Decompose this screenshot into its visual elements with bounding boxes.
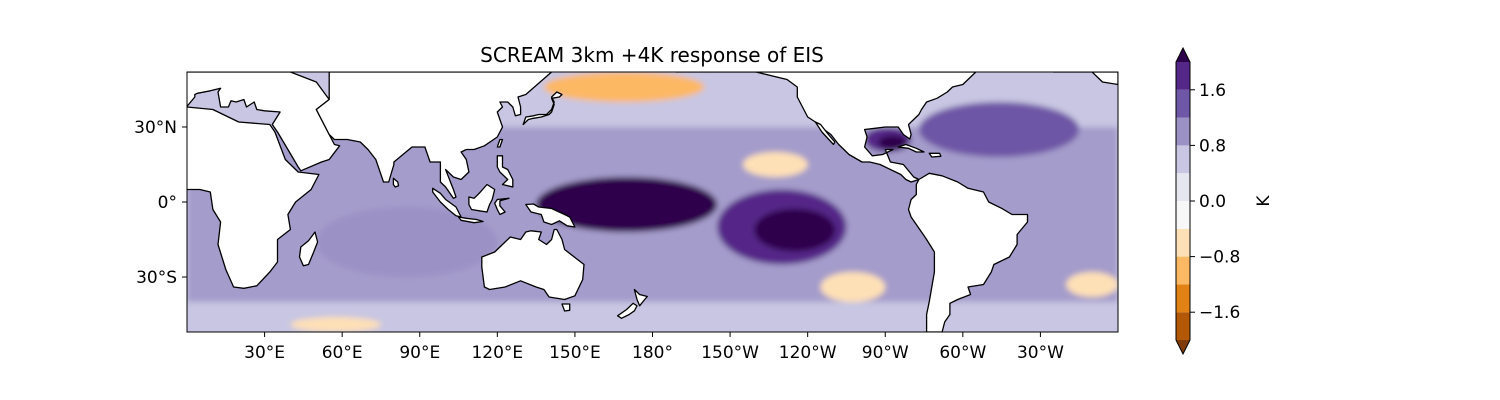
x-tick-label: 90°E (399, 343, 440, 363)
y-tick-label: 30°S (136, 268, 177, 288)
y-tick-label: 0° (158, 193, 177, 213)
colorbar-segment (1176, 117, 1190, 146)
colorbar-extend-over (1176, 48, 1190, 62)
colorbar-extend-under (1176, 340, 1190, 354)
land-masses (187, 72, 1118, 332)
x-tick-label: 30°W (1017, 343, 1064, 363)
land-tasmania (561, 303, 571, 312)
colorbar-segment (1176, 256, 1190, 285)
colorbar-tick-label: −0.8 (1199, 248, 1240, 268)
colorbar-outline (1175, 46, 1191, 356)
y-tick-label: 30°N (134, 118, 177, 138)
field-feature-north-atlantic-maximum (918, 102, 1080, 157)
x-tick-label: 120°E (471, 343, 523, 363)
colorbar-tick-label: 1.6 (1199, 81, 1226, 101)
colorbar-label: K (1254, 195, 1274, 207)
land-north-america (675, 72, 977, 183)
land-greenland-iceland-edge (1052, 72, 1118, 86)
x-tick-label: 150°W (701, 343, 759, 363)
land-sri-lanka (392, 177, 400, 188)
x-tick-label: 180° (632, 343, 673, 363)
land-baja (814, 121, 836, 146)
map-area (187, 72, 1118, 332)
land-asia (315, 72, 553, 199)
land-cuba (897, 143, 925, 153)
longitude-ticks: 30°E 60°E 90°E 120°E 150°E 180° 150°W 120°W 90°W… (244, 332, 1064, 363)
field-feature-south-east-pacific-negative (820, 272, 886, 302)
x-tick-label: 60°W (939, 343, 986, 363)
land-africa (187, 106, 320, 289)
land-south-america (907, 172, 1029, 332)
field-feature-southern-indian-negative (290, 317, 381, 332)
field-core-central-pacific-band (754, 208, 836, 252)
land-new-guinea (525, 203, 576, 228)
colorbar-segment (1176, 201, 1190, 229)
land-java (457, 216, 484, 224)
land-nz-south (616, 302, 638, 319)
colorbar-segment (1176, 228, 1190, 257)
colorbar-segment (1176, 284, 1190, 313)
x-tick-label: 150°E (549, 343, 601, 363)
colorbar-segment (1176, 89, 1190, 118)
latitude-ticks: 30°N 0° 30°S (134, 118, 187, 288)
land-nz-north (633, 288, 648, 307)
land-sulawesi (494, 197, 510, 216)
field-core-west-pacific-maximum (588, 191, 702, 224)
colorbar-tick-label: 0.0 (1199, 192, 1226, 212)
field-feature-north-east-pacific-negative (743, 152, 808, 177)
colorbar-tick-label: −1.6 (1199, 303, 1240, 323)
land-philippines (496, 155, 514, 188)
land-japan (522, 91, 563, 126)
field-feature-south-atlantic-negative (1066, 272, 1118, 297)
colorbar: −1.6 −0.8 0.0 0.8 1.6 K (1175, 46, 1274, 356)
land-borneo (468, 183, 496, 213)
x-tick-label: 120°W (779, 343, 837, 363)
map-title: SCREAM 3km +4K response of EIS (480, 43, 824, 67)
x-tick-label: 60°E (322, 343, 363, 363)
colorbar-segment (1176, 62, 1190, 90)
field-feature-indian-ocean-band (316, 207, 498, 277)
land-taiwan (496, 138, 504, 148)
colorbar-segment (1176, 145, 1190, 174)
x-tick-label: 90°W (862, 343, 909, 363)
x-tick-label: 30°E (244, 343, 285, 363)
colorbar-tick-label: 0.8 (1199, 136, 1226, 156)
colorbar-segment (1176, 173, 1190, 201)
land-hispaniola (928, 152, 942, 158)
land-madagascar (298, 231, 319, 267)
colorbar-segment (1176, 312, 1190, 340)
field-feature-kuroshio-negative (543, 72, 705, 102)
land-australia (481, 228, 585, 301)
